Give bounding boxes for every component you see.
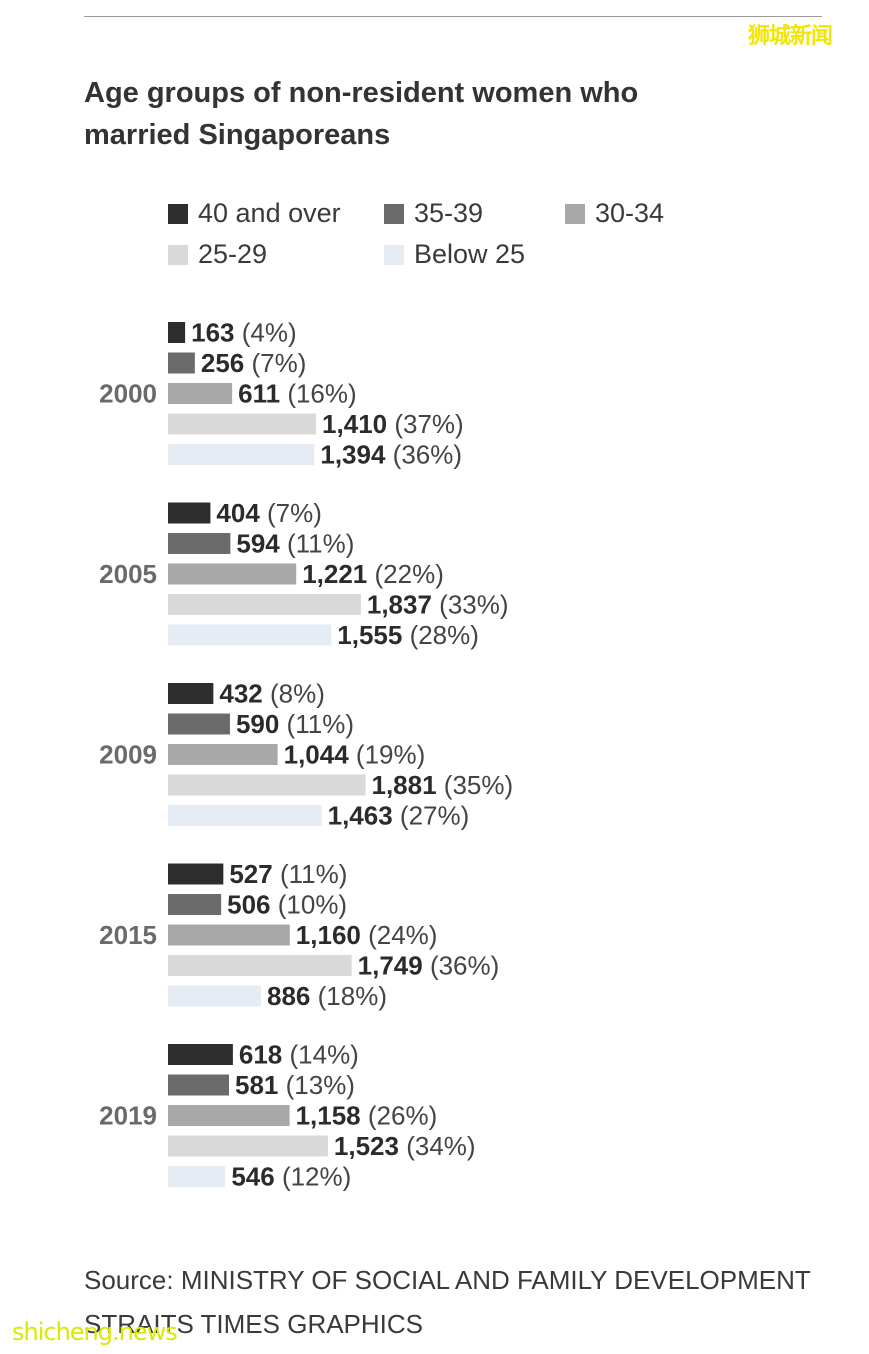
data-label-2015-35-39: 506 (10%) xyxy=(227,890,347,920)
bar-chart: 2000 163 (4%)256 (7%)611 (16%)1,410 (37%)… xyxy=(99,318,514,1192)
legend-swatch xyxy=(565,203,585,224)
legend-swatch xyxy=(384,203,404,224)
legend-item-below-25: Below 25 xyxy=(384,239,525,270)
data-label-2005-30-34: 1,221 (22%) xyxy=(302,559,444,589)
source-note: Source: MINISTRY OF SOCIAL AND FAMILY DE… xyxy=(84,1258,811,1346)
bar-2005-below-25 xyxy=(168,624,332,646)
bar-2000-40-and-over xyxy=(168,322,186,343)
bar-2000-25-29 xyxy=(168,413,317,435)
top-rule xyxy=(84,16,822,17)
data-label-2019-40-and-over: 618 (14%) xyxy=(239,1040,359,1070)
data-label-2000-35-39: 256 (7%) xyxy=(201,348,307,378)
data-label-2000-40-and-over: 163 (4%) xyxy=(191,318,297,348)
data-label-2000-below-25: 1,394 (36%) xyxy=(320,440,462,470)
bar-2009-40-and-over xyxy=(168,683,214,704)
year-label-2000: 2000 xyxy=(99,379,157,409)
bar-2009-35-39 xyxy=(168,713,230,735)
data-label-2009-40-and-over: 432 (8%) xyxy=(219,679,325,709)
year-label-2005: 2005 xyxy=(99,559,157,589)
data-label-2000-30-34: 611 (16%) xyxy=(238,379,357,409)
bar-2005-40-and-over xyxy=(168,502,211,524)
bar-2015-40-and-over xyxy=(168,863,224,885)
legend-swatch xyxy=(168,203,188,224)
legend-swatch xyxy=(168,244,188,265)
bar-2009-25-29 xyxy=(168,774,366,796)
chart-title: Age groups of non-resident women who mar… xyxy=(84,77,639,151)
watermark-bottom: shicheng.news xyxy=(12,1318,178,1346)
legend-swatch xyxy=(384,244,404,265)
bar-2000-35-39 xyxy=(168,352,195,374)
legend-item-35-39: 35-39 xyxy=(384,198,483,229)
bar-2015-25-29 xyxy=(168,955,352,976)
bar-2005-35-39 xyxy=(168,533,231,554)
data-label-2019-35-39: 581 (13%) xyxy=(235,1070,355,1100)
data-label-2019-25-29: 1,523 (34%) xyxy=(334,1131,476,1161)
bar-2009-30-34 xyxy=(168,744,278,765)
bar-2019-25-29 xyxy=(168,1135,328,1157)
data-label-2019-30-34: 1,158 (26%) xyxy=(296,1101,438,1131)
year-label-2019: 2019 xyxy=(99,1101,157,1131)
data-label-2015-30-34: 1,160 (24%) xyxy=(296,920,438,950)
bar-2005-30-34 xyxy=(168,563,297,585)
data-label-2015-40-and-over: 527 (11%) xyxy=(229,859,347,889)
bar-2000-30-34 xyxy=(168,383,233,404)
bar-2015-below-25 xyxy=(168,985,262,1007)
bar-2019-35-39 xyxy=(168,1074,230,1096)
legend-item-30-34: 30-34 xyxy=(565,198,664,229)
data-label-2015-25-29: 1,749 (36%) xyxy=(358,951,500,981)
year-label-2015: 2015 xyxy=(99,920,157,950)
legend-item-25-29: 25-29 xyxy=(168,239,267,270)
source-line: Source: MINISTRY OF SOCIAL AND FAMILY DE… xyxy=(84,1265,811,1295)
watermark-top: 狮城新闻 xyxy=(748,24,833,49)
data-label-2005-25-29: 1,837 (33%) xyxy=(367,590,509,620)
legend-label: 40 and over xyxy=(198,198,341,228)
legend-item-40-and-over: 40 and over xyxy=(168,198,341,229)
data-label-2000-25-29: 1,410 (37%) xyxy=(322,409,464,439)
data-label-2009-below-25: 1,463 (27%) xyxy=(328,801,470,831)
legend-label: 25-29 xyxy=(198,239,268,269)
bar-2015-35-39 xyxy=(168,894,222,915)
data-label-2015-below-25: 886 (18%) xyxy=(267,981,387,1011)
credit-line: STRAITS TIMES GRAPHICS xyxy=(84,1309,424,1339)
bar-2009-below-25 xyxy=(168,805,322,826)
data-label-2019-below-25: 546 (12%) xyxy=(231,1162,351,1192)
data-label-2005-below-25: 1,555 (28%) xyxy=(337,620,479,650)
legend-label: Below 25 xyxy=(414,239,526,269)
legend-label: 30-34 xyxy=(595,198,665,228)
bar-2019-below-25 xyxy=(168,1166,226,1187)
data-label-2005-35-39: 594 (11%) xyxy=(236,529,354,559)
data-label-2009-30-34: 1,044 (19%) xyxy=(284,740,426,770)
bar-2000-below-25 xyxy=(168,444,315,465)
data-label-2009-25-29: 1,881 (35%) xyxy=(372,770,514,800)
data-label-2005-40-and-over: 404 (7%) xyxy=(216,498,322,528)
bar-2019-30-34 xyxy=(168,1105,290,1126)
legend-label: 35-39 xyxy=(414,198,484,228)
year-label-2009: 2009 xyxy=(99,740,157,770)
data-label-2009-35-39: 590 (11%) xyxy=(236,709,354,739)
bar-2005-25-29 xyxy=(168,594,361,615)
bar-2015-30-34 xyxy=(168,924,290,946)
bar-2019-40-and-over xyxy=(168,1044,233,1065)
